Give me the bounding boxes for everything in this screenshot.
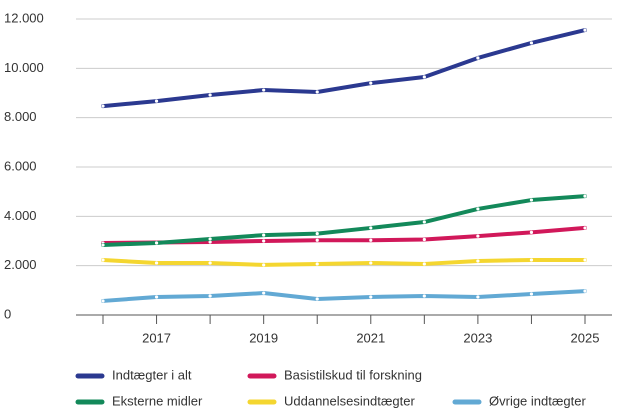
x-tick-label: 2023 [463, 330, 492, 345]
y-tick-label: 12.000 [4, 10, 44, 25]
y-tick-label: 10.000 [4, 60, 44, 75]
point [476, 234, 480, 238]
point [529, 292, 534, 296]
point [583, 194, 587, 198]
point [476, 295, 480, 299]
point [369, 81, 373, 85]
line [101, 289, 587, 303]
point [369, 295, 373, 299]
point [101, 243, 105, 247]
point [583, 226, 587, 230]
point [583, 289, 587, 293]
y-tick-label: 2.000 [4, 257, 37, 272]
point [315, 232, 319, 236]
legend-label: Uddannelsesindtægter [284, 393, 415, 408]
point [154, 261, 159, 265]
x-tick-label: 2017 [142, 330, 171, 345]
point [262, 239, 266, 243]
point [422, 294, 426, 298]
line [101, 28, 587, 109]
point [208, 240, 212, 244]
point [529, 198, 534, 202]
point [315, 238, 319, 242]
point [315, 262, 319, 266]
x-tick-label: 2025 [571, 330, 600, 345]
point [315, 297, 319, 301]
x-tick-label: 2019 [249, 330, 278, 345]
x-tick-label: 2021 [356, 330, 385, 345]
y-tick-label: 0 [4, 306, 11, 321]
point [315, 90, 319, 94]
point [529, 230, 534, 234]
line [101, 194, 587, 247]
legend-label: Øvrige indtægter [489, 393, 586, 408]
y-tick-label: 4.000 [4, 208, 37, 223]
point [369, 238, 373, 242]
point [583, 258, 587, 262]
point [476, 259, 480, 263]
point [422, 220, 426, 224]
point [476, 56, 480, 60]
point [262, 263, 266, 267]
point [208, 237, 212, 241]
point [529, 41, 534, 45]
point [101, 104, 105, 108]
legend-label: Indtægter i alt [112, 367, 192, 382]
point [422, 262, 426, 266]
point [422, 237, 426, 242]
point [262, 88, 266, 92]
point [369, 226, 373, 230]
point [154, 99, 159, 103]
y-tick-label: 6.000 [4, 158, 37, 173]
y-tick-label: 8.000 [4, 109, 37, 124]
point [369, 261, 373, 265]
point [529, 258, 534, 262]
point [154, 241, 159, 245]
point [208, 261, 212, 265]
line [101, 257, 587, 267]
legend-label: Eksterne midler [112, 393, 203, 408]
point [422, 75, 426, 79]
point [583, 28, 587, 32]
point [476, 207, 480, 211]
legend-label: Basistilskud til forskning [284, 367, 422, 382]
point [101, 258, 105, 262]
point [262, 291, 266, 295]
point [154, 295, 159, 299]
point [208, 294, 212, 298]
point [262, 233, 266, 237]
point [101, 299, 105, 303]
point [208, 93, 212, 97]
